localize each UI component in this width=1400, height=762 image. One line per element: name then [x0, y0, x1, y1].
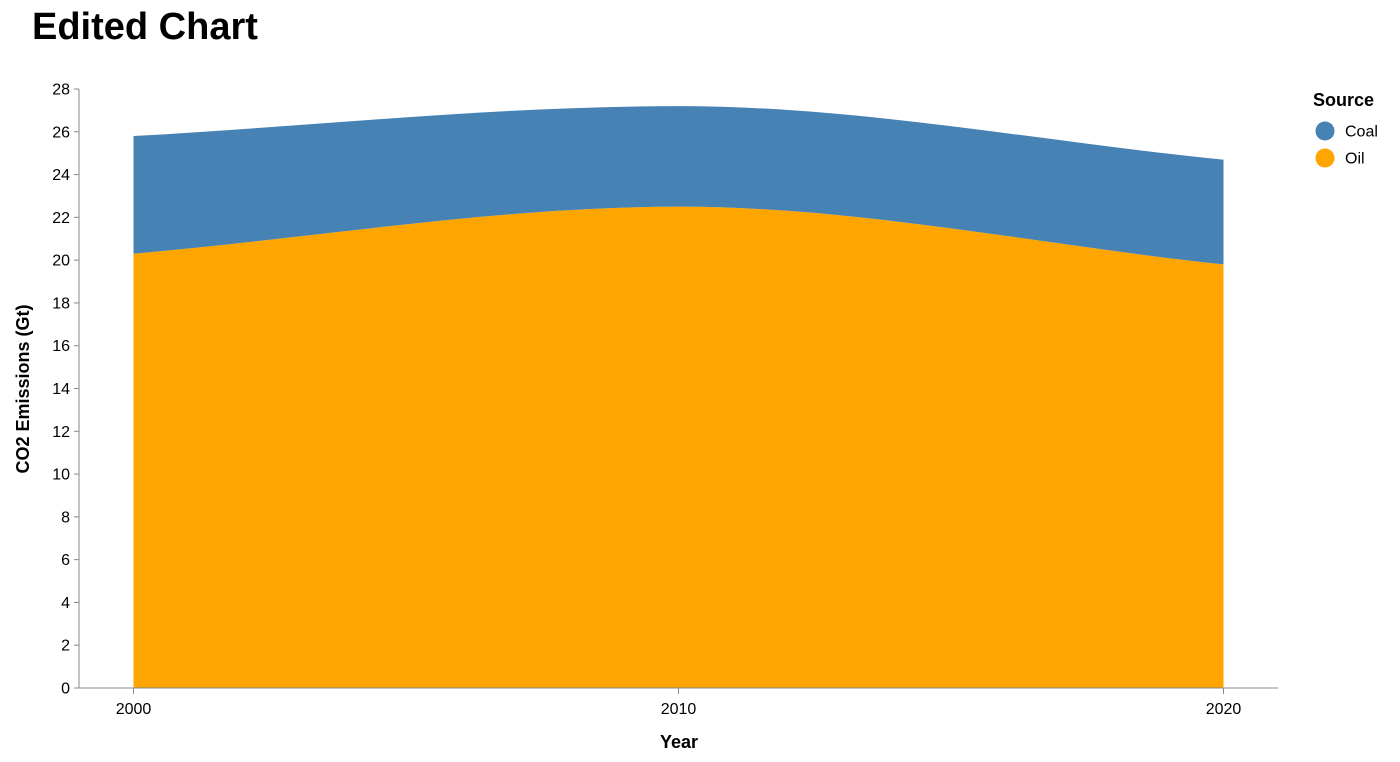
y-tick-label: 28 — [52, 82, 70, 99]
y-tick-label: 0 — [61, 681, 70, 698]
y-axis-title: CO2 Emissions (Gt) — [13, 304, 33, 473]
y-tick-label: 22 — [52, 210, 70, 227]
legend-swatch-coal[interactable] — [1315, 121, 1335, 141]
y-tick-label: 2 — [61, 638, 70, 655]
x-tick-label: 2020 — [1206, 701, 1242, 718]
y-tick-label: 18 — [52, 295, 70, 312]
area-oil[interactable] — [133, 206, 1224, 688]
x-axis-title: Year — [660, 732, 698, 752]
chart-title: Edited Chart — [32, 6, 258, 48]
y-tick-label: 4 — [61, 595, 70, 612]
y-tick-label: 26 — [52, 124, 70, 141]
y-tick-label: 10 — [52, 467, 70, 484]
area-layer — [133, 106, 1224, 688]
legend: Source Coal Oil — [1313, 90, 1378, 168]
area-coal[interactable] — [133, 106, 1224, 265]
y-tick-label: 12 — [52, 424, 70, 441]
y-tick-label: 16 — [52, 338, 70, 355]
y-tick-label: 24 — [52, 167, 70, 184]
y-tick-label: 20 — [52, 253, 70, 270]
x-tick-label: 2000 — [116, 701, 152, 718]
x-tick-label: 2010 — [661, 701, 697, 718]
y-tick-label: 14 — [52, 381, 70, 398]
legend-label-oil[interactable]: Oil — [1345, 151, 1365, 168]
legend-label-coal[interactable]: Coal — [1345, 124, 1378, 141]
x-axis: 2000 2010 2020 — [79, 687, 1278, 718]
y-tick-label: 6 — [61, 552, 70, 569]
y-tick-label: 8 — [61, 509, 70, 526]
legend-title: Source — [1313, 90, 1374, 110]
legend-swatch-oil[interactable] — [1315, 148, 1335, 168]
